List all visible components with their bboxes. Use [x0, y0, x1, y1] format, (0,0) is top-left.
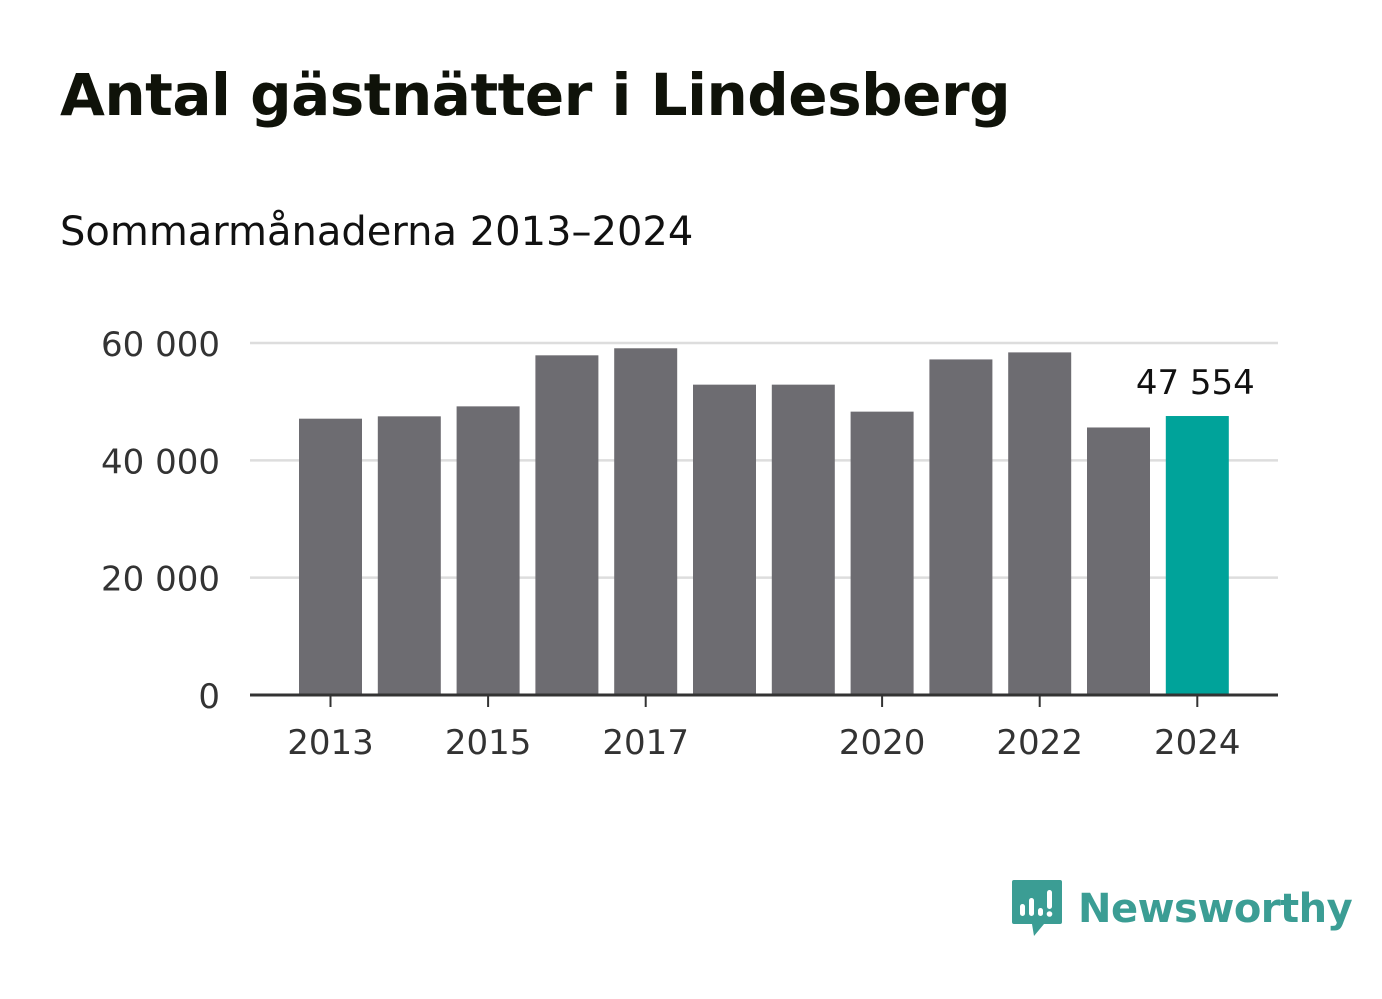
bar-2016: [535, 355, 599, 695]
bar-2015: [456, 406, 520, 695]
bars: [299, 348, 1229, 695]
bar-2023: [1087, 427, 1150, 695]
axes: [250, 693, 1278, 707]
x-tick-label: 2024: [1154, 723, 1241, 763]
y-tick-label: 0: [198, 677, 220, 717]
chart-title: Antal gästnätter i Lindesberg: [60, 61, 1011, 129]
chart-subtitle: Sommarmånaderna 2013–2024: [60, 209, 694, 255]
bar-2017: [614, 348, 678, 695]
bar-2021: [929, 359, 993, 695]
x-tick-label: 2020: [839, 723, 926, 763]
labels: 0 20 000 40 000 60 000 2013 2015 2017 2020 2022 2…: [101, 325, 1255, 763]
bar-2014: [377, 416, 441, 695]
bar-2019: [771, 384, 835, 695]
bar-2018: [693, 384, 756, 695]
bar-chart-speech-bubble-icon: [1012, 880, 1062, 936]
y-tick-label: 20 000: [101, 560, 220, 600]
bar-2020: [850, 411, 914, 695]
bar-2024: [1165, 416, 1229, 695]
x-tick-label: 2017: [602, 723, 689, 763]
y-tick-label: 40 000: [101, 442, 220, 482]
bar-2022: [1008, 352, 1072, 695]
data-label: 47 554: [1136, 363, 1255, 403]
x-tick-label: 2015: [445, 723, 532, 763]
bar-2013: [299, 418, 362, 695]
x-tick-label: 2013: [287, 723, 374, 763]
y-tick-label: 60 000: [101, 325, 220, 365]
newsworthy-logo: Newsworthy: [1010, 878, 1353, 940]
x-tick-label: 2022: [996, 723, 1083, 763]
brand-name: Newsworthy: [1078, 886, 1353, 932]
